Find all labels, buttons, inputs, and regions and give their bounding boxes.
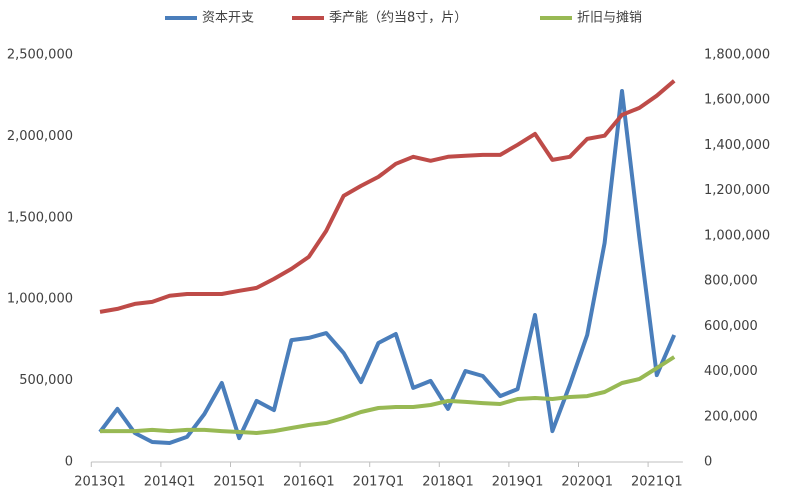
y-tick-label: 2,000,000: [7, 129, 73, 144]
x-tick-label: 2014Q1: [144, 475, 196, 490]
y2-tick-label: 1,200,000: [704, 183, 770, 198]
series-line: [99, 79, 676, 314]
y2-tick-label: 1,800,000: [704, 48, 770, 63]
y-tick-label: 500,000: [19, 373, 73, 388]
x-tick-label: 2013Q1: [74, 475, 126, 490]
x-tick-label: 2016Q1: [283, 475, 335, 490]
y2-tick-label: 1,400,000: [704, 138, 770, 153]
y2-tick-label: 400,000: [704, 364, 758, 379]
y2-tick-label: 600,000: [704, 319, 758, 334]
x-tick-label: 2018Q1: [422, 475, 474, 490]
x-tick-label: 2017Q1: [353, 475, 405, 490]
x-tick-label: 2019Q1: [492, 475, 544, 490]
x-tick-label: 2015Q1: [213, 475, 265, 490]
y2-tick-label: 0: [704, 455, 712, 470]
x-tick-label: 2020Q1: [561, 475, 613, 490]
y2-tick-label: 200,000: [704, 409, 758, 424]
series-line: [98, 89, 677, 445]
y-tick-label: 2,500,000: [7, 48, 73, 63]
legend-label: 折旧与摊销: [577, 11, 642, 26]
y2-tick-label: 1,000,000: [704, 228, 770, 243]
y2-tick-label: 800,000: [704, 274, 758, 289]
y-tick-label: 1,000,000: [7, 292, 73, 307]
y-tick-label: 1,500,000: [7, 210, 73, 225]
legend-label: 资本开支: [202, 11, 254, 26]
x-tick-label: 2021Q1: [631, 475, 683, 490]
legend-label: 季产能（约当8寸，片）: [329, 11, 467, 26]
y-tick-label: 0: [65, 455, 73, 470]
y2-tick-label: 1,600,000: [704, 93, 770, 108]
series-line: [100, 355, 676, 435]
